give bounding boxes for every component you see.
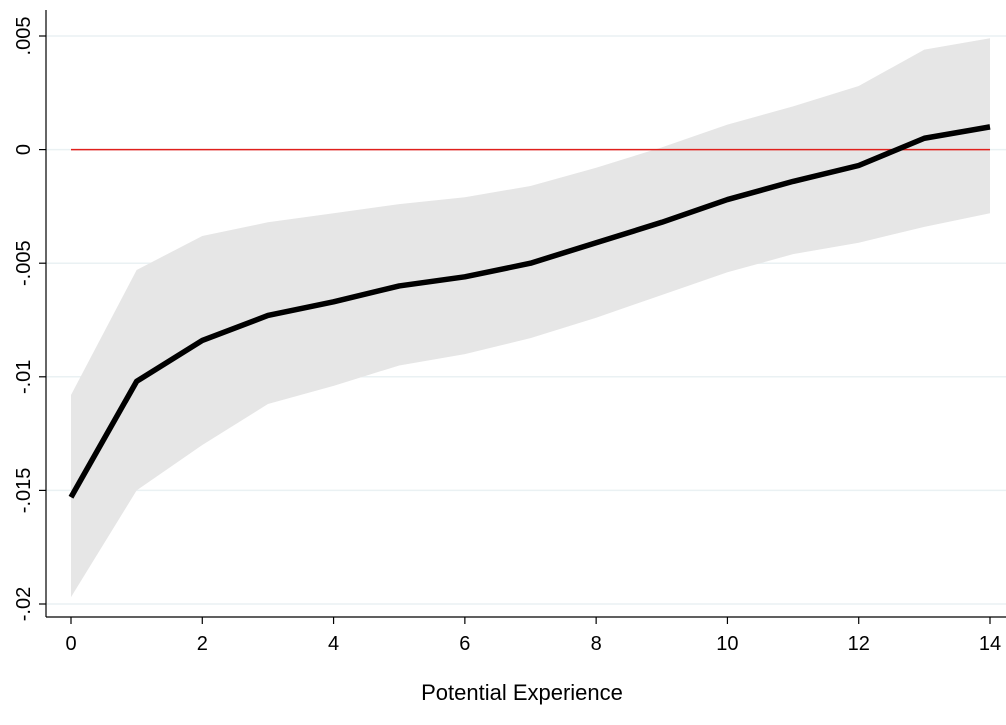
y-tick-label-5: .005 (13, 17, 35, 56)
series-layer (68, 124, 991, 499)
x-axis-title: Potential Experience (421, 680, 623, 705)
x-tick-label-7: 14 (979, 633, 1001, 655)
x-tick-label-4: 8 (591, 633, 602, 655)
x-tick-label-2: 4 (328, 633, 339, 655)
y-tick-label-4: 0 (13, 144, 35, 155)
x-tick-label-0: 0 (65, 633, 76, 655)
x-tick-label-6: 12 (848, 633, 870, 655)
y-tick-label-3: -.005 (13, 240, 35, 286)
series-line-0 (68, 124, 991, 499)
x-tick-label-3: 6 (459, 633, 470, 655)
confidence-band (71, 38, 990, 598)
tick-labels: -.02 -.015 -.01 -.005 0 .005 0 2 4 6 8 10 12 14 (13, 17, 1001, 655)
y-tick-label-0: -.02 (13, 587, 35, 621)
y-tick-label-1: -.015 (13, 468, 35, 514)
x-tick-label-5: 10 (716, 633, 738, 655)
confidence-band-layer (71, 38, 990, 598)
y-tick-label-2: -.01 (13, 360, 35, 394)
axes (45, 10, 1006, 618)
x-tick-label-1: 2 (197, 633, 208, 655)
